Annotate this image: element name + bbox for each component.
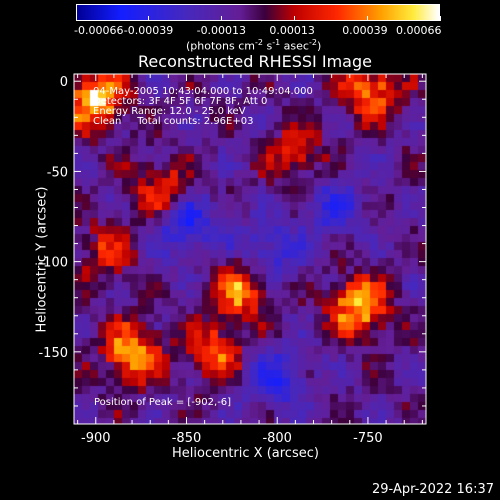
chart-title: Reconstructed RHESSI Image	[138, 52, 372, 71]
x-tick-label: -850	[172, 431, 202, 446]
x-axis-label: Heliocentric X (arcsec)	[172, 446, 319, 461]
y-tick-label: -100	[38, 256, 68, 271]
colorbar	[76, 4, 440, 21]
colorbar-tick	[293, 16, 295, 21]
y-axis-label: Heliocentric Y (arcsec)	[34, 186, 50, 333]
colorbar-tick-label: 0.00066	[396, 24, 442, 37]
colorbar-tick-label: 0.00013	[269, 24, 315, 37]
annotation-energy: Energy Range: 12.0 - 25.0 keV	[93, 106, 246, 117]
colorbar-units: (photons cm-2 s-1 asec-2)	[186, 38, 322, 53]
annotation-block: 04-May-2005 10:43:04.000 to 10:49:04.000…	[93, 87, 313, 127]
y-tick-label: 0	[60, 75, 68, 90]
y-tick-label: -150	[38, 346, 68, 361]
colorbar-tick	[75, 16, 77, 21]
peak-position-label: Position of Peak = [-902,-6]	[94, 397, 232, 408]
colorbar-tick	[221, 16, 223, 21]
plot-frame	[73, 73, 427, 425]
annotation-clean: Clean Total counts: 2.96E+03	[93, 116, 254, 127]
colorbar-tick-label: -0.00013	[196, 24, 247, 37]
y-tick-label: -50	[47, 165, 68, 180]
colorbar-tick-label: -0.00066	[74, 24, 124, 37]
colorbar-tick	[148, 16, 150, 21]
heatmap-image	[74, 74, 426, 424]
x-tick-label: -750	[353, 431, 383, 446]
colorbar-tick-label: -0.00039	[123, 24, 174, 37]
x-tick-label: -900	[81, 431, 111, 446]
colorbar-tick	[366, 16, 368, 21]
annotation-detectors: Detectors: 3F 4F 5F 6F 7F 8F, Att 0	[93, 96, 268, 107]
x-tick-label: -800	[262, 431, 292, 446]
colorbar-tick	[439, 16, 441, 21]
annotation-time: 04-May-2005 10:43:04.000 to 10:49:04.000	[93, 86, 313, 97]
timestamp: 29-Apr-2022 16:37	[372, 482, 494, 497]
colorbar-tick-label: 0.00039	[342, 24, 388, 37]
